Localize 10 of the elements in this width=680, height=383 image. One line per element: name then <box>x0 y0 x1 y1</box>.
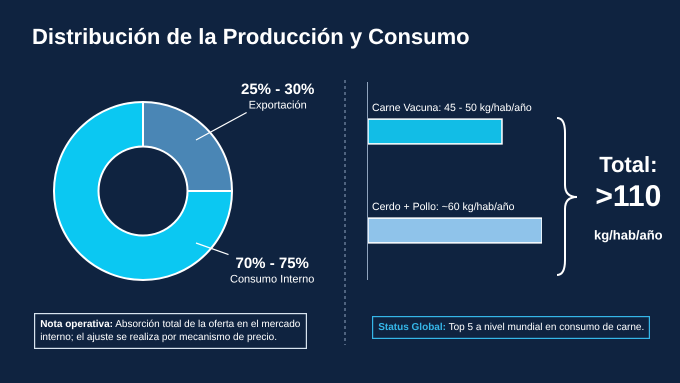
y-tick-label: Carne Vacuna: 45 - 50 kg/hab/año <box>372 102 532 114</box>
text: 70% - 75% <box>236 255 309 272</box>
slice-label: Exportación <box>248 99 307 112</box>
slice-label: Consumo Interno <box>230 273 314 286</box>
chart-title: Distribución de la Producción y Consumo <box>32 24 470 49</box>
text: Nota operativa: Absorción total de la oferta en el mercado interno; el ajuste se realiza por mecanismo de precio. <box>40 319 301 344</box>
text: Total: >110 kg/hab/año <box>594 152 663 243</box>
text: Status Global: Top 5 a nivel mundial en consumo de carne. <box>378 322 644 334</box>
y-tick-label: Cerdo + Pollo: ~60 kg/hab/año <box>372 201 515 213</box>
text: 25% - 30% <box>241 81 314 98</box>
